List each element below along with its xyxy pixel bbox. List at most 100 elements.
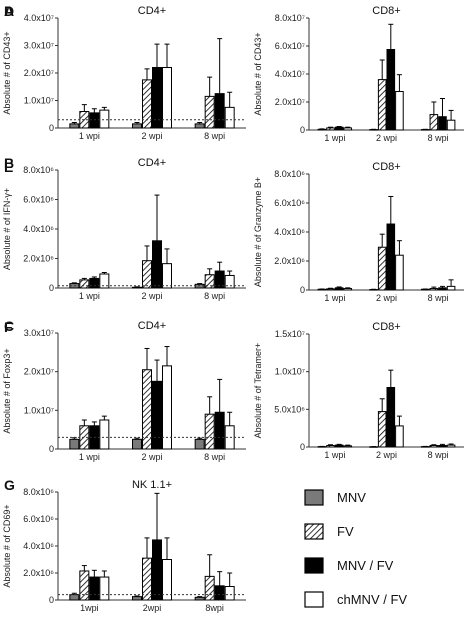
y-axis-label: Absolute # of Foxp3+ [2, 348, 12, 433]
bar-chmnvfv-2wpi [162, 365, 172, 450]
x-tick-label: 2 wpi [141, 452, 162, 462]
bar-mnv-2wpi [132, 438, 142, 450]
y-tick-label: 0 [49, 283, 54, 293]
y-tick-label: 2.0x10⁷ [24, 367, 54, 377]
bar-mnvfv-8wpi [214, 93, 225, 129]
bar-mnv-8wpi [194, 123, 205, 129]
chart-panel-e: E CD8+ 0 2.0x10⁶ 4.0x10⁶ 6.0x10⁶ 8.0x10⁶ Absolu… [4, 159, 464, 303]
bar-mnvfv-1wpi [334, 126, 344, 131]
y-tick-label: 2.0x10⁶ [23, 254, 54, 264]
bar-mnvfv-2wpi [152, 380, 162, 450]
panel-label: A [4, 3, 14, 19]
bar-chmnvfv-1wpi [99, 419, 110, 450]
bar-fv-2wpi [142, 260, 152, 289]
chart-title: CD8+ [372, 5, 400, 17]
bar-fv-2wpi [377, 79, 387, 131]
bar-fv-2wpi [142, 557, 152, 601]
y-tick-label: 2.0x10⁷ [24, 68, 54, 78]
bar-mnv-2wpi [132, 286, 142, 289]
legend-label: MNV [337, 490, 366, 505]
legend-swatch [304, 489, 324, 506]
x-tick-label: 1 wpi [324, 133, 345, 143]
x-tick-label: 2 wpi [376, 133, 397, 143]
x-tick-label: 1 wpi [79, 131, 100, 141]
y-tick-label: 0 [49, 123, 54, 133]
bar-chmnvfv-8wpi [224, 106, 235, 129]
chart-title: CD4+ [138, 5, 166, 17]
x-tick-label: 2 wpi [141, 131, 162, 141]
y-tick-label: 0 [300, 285, 305, 295]
x-tick-label: 2 wpi [376, 450, 397, 460]
bar-mnvfv-8wpi [438, 116, 447, 131]
legend-swatch [304, 523, 324, 540]
bar-mnvfv-8wpi [438, 287, 447, 291]
bar-mnv-2wpi [132, 596, 142, 601]
bar-fv-8wpi [429, 114, 439, 131]
chart-panel-d: D CD8+ 0 2.0x10⁷ 4.0x10⁷ 6.0x10⁷ 8.0x10⁷ Absolu… [4, 3, 464, 143]
y-tick-label: 0 [300, 442, 305, 452]
bar-mnvfv-2wpi [152, 240, 162, 289]
chart-title: CD4+ [138, 157, 166, 169]
y-tick-label: 4.0x10⁶ [23, 541, 54, 551]
y-tick-label: 4.0x10⁶ [23, 224, 54, 234]
bar-mnv-1wpi [69, 123, 80, 129]
bar-fv-8wpi [204, 95, 215, 129]
chart-title: CD4+ [138, 320, 166, 332]
bar-fv-8wpi [204, 575, 215, 601]
y-tick-label: 3.0x10⁷ [24, 41, 54, 51]
y-axis-label: Absolute # of CD69+ [2, 504, 12, 587]
x-tick-label: 2wpi [143, 603, 162, 613]
panel-label: D [4, 3, 14, 19]
bar-mnvfv-1wpi [334, 444, 344, 448]
bar-mnv-8wpi [194, 438, 205, 450]
bar-chmnvfv-8wpi [446, 285, 456, 291]
x-tick-label: 1 wpi [324, 450, 345, 460]
x-tick-label: 1 wpi [324, 293, 345, 303]
x-tick-label: 8 wpi [428, 133, 449, 143]
bar-chmnvfv-1wpi [343, 288, 353, 291]
x-tick-label: 2 wpi [141, 291, 162, 301]
panel-label: F [4, 319, 13, 335]
y-tick-label: 4.0x10⁷ [24, 13, 54, 23]
legend-swatch [304, 591, 324, 608]
bar-mnvfv-2wpi [386, 49, 396, 131]
y-tick-label: 1.0x10⁷ [24, 405, 54, 415]
bar-chmnvfv-8wpi [224, 586, 235, 601]
bar-fv-8wpi [204, 413, 215, 450]
bar-mnv-1wpi [317, 128, 327, 131]
y-tick-label: 2.0x10⁷ [275, 97, 305, 107]
bar-fv-1wpi [79, 570, 90, 601]
chart-panel-c: C CD4+ 0 1.0x10⁷ 2.0x10⁷ 3.0x10⁷ Absolute # of… [2, 318, 246, 462]
bar-mnvfv-2wpi [152, 67, 162, 129]
bar-fv-2wpi [142, 79, 152, 129]
bar-mnvfv-1wpi [334, 287, 344, 291]
legend-label: chMNV / FV [337, 592, 407, 607]
legend-item: MNV [304, 489, 366, 506]
bar-chmnvfv-1wpi [99, 576, 110, 601]
chart-title: NK 1.1+ [132, 479, 172, 491]
y-tick-label: 8.0x10⁶ [23, 165, 54, 175]
y-tick-label: 2.0x10⁶ [274, 256, 305, 266]
bar-chmnvfv-2wpi [395, 91, 404, 131]
bar-mnvfv-2wpi [386, 386, 396, 448]
bar-fv-8wpi [429, 288, 439, 291]
legend: MNV FV MNV / FV chMNV / FV [304, 489, 407, 608]
bar-mnv-8wpi [194, 596, 205, 601]
panel-label: E [4, 159, 13, 175]
y-tick-label: 0 [49, 595, 54, 605]
bar-chmnvfv-2wpi [162, 559, 172, 601]
y-tick-label: 6.0x10⁶ [274, 198, 305, 208]
bar-mnvfv-8wpi [214, 585, 225, 601]
y-axis-label: Absolute # of Tetramer+ [253, 343, 263, 439]
chart-panel-g: G NK 1.1+ 0 2.0x10⁶ 4.0x10⁶ 6.0x10⁶ 8.0x10⁶ Abs… [2, 477, 246, 613]
bar-mnvfv-1wpi [89, 277, 100, 289]
bar-mnvfv-1wpi [89, 576, 100, 601]
y-tick-label: 8.0x10⁶ [23, 487, 54, 497]
bar-chmnvfv-1wpi [343, 445, 353, 448]
x-tick-label: 8 wpi [428, 293, 449, 303]
y-tick-label: 3.0x10⁷ [24, 328, 54, 338]
bar-chmnvfv-2wpi [162, 67, 172, 129]
bar-fv-2wpi [377, 411, 387, 448]
bar-fv-2wpi [377, 246, 387, 291]
